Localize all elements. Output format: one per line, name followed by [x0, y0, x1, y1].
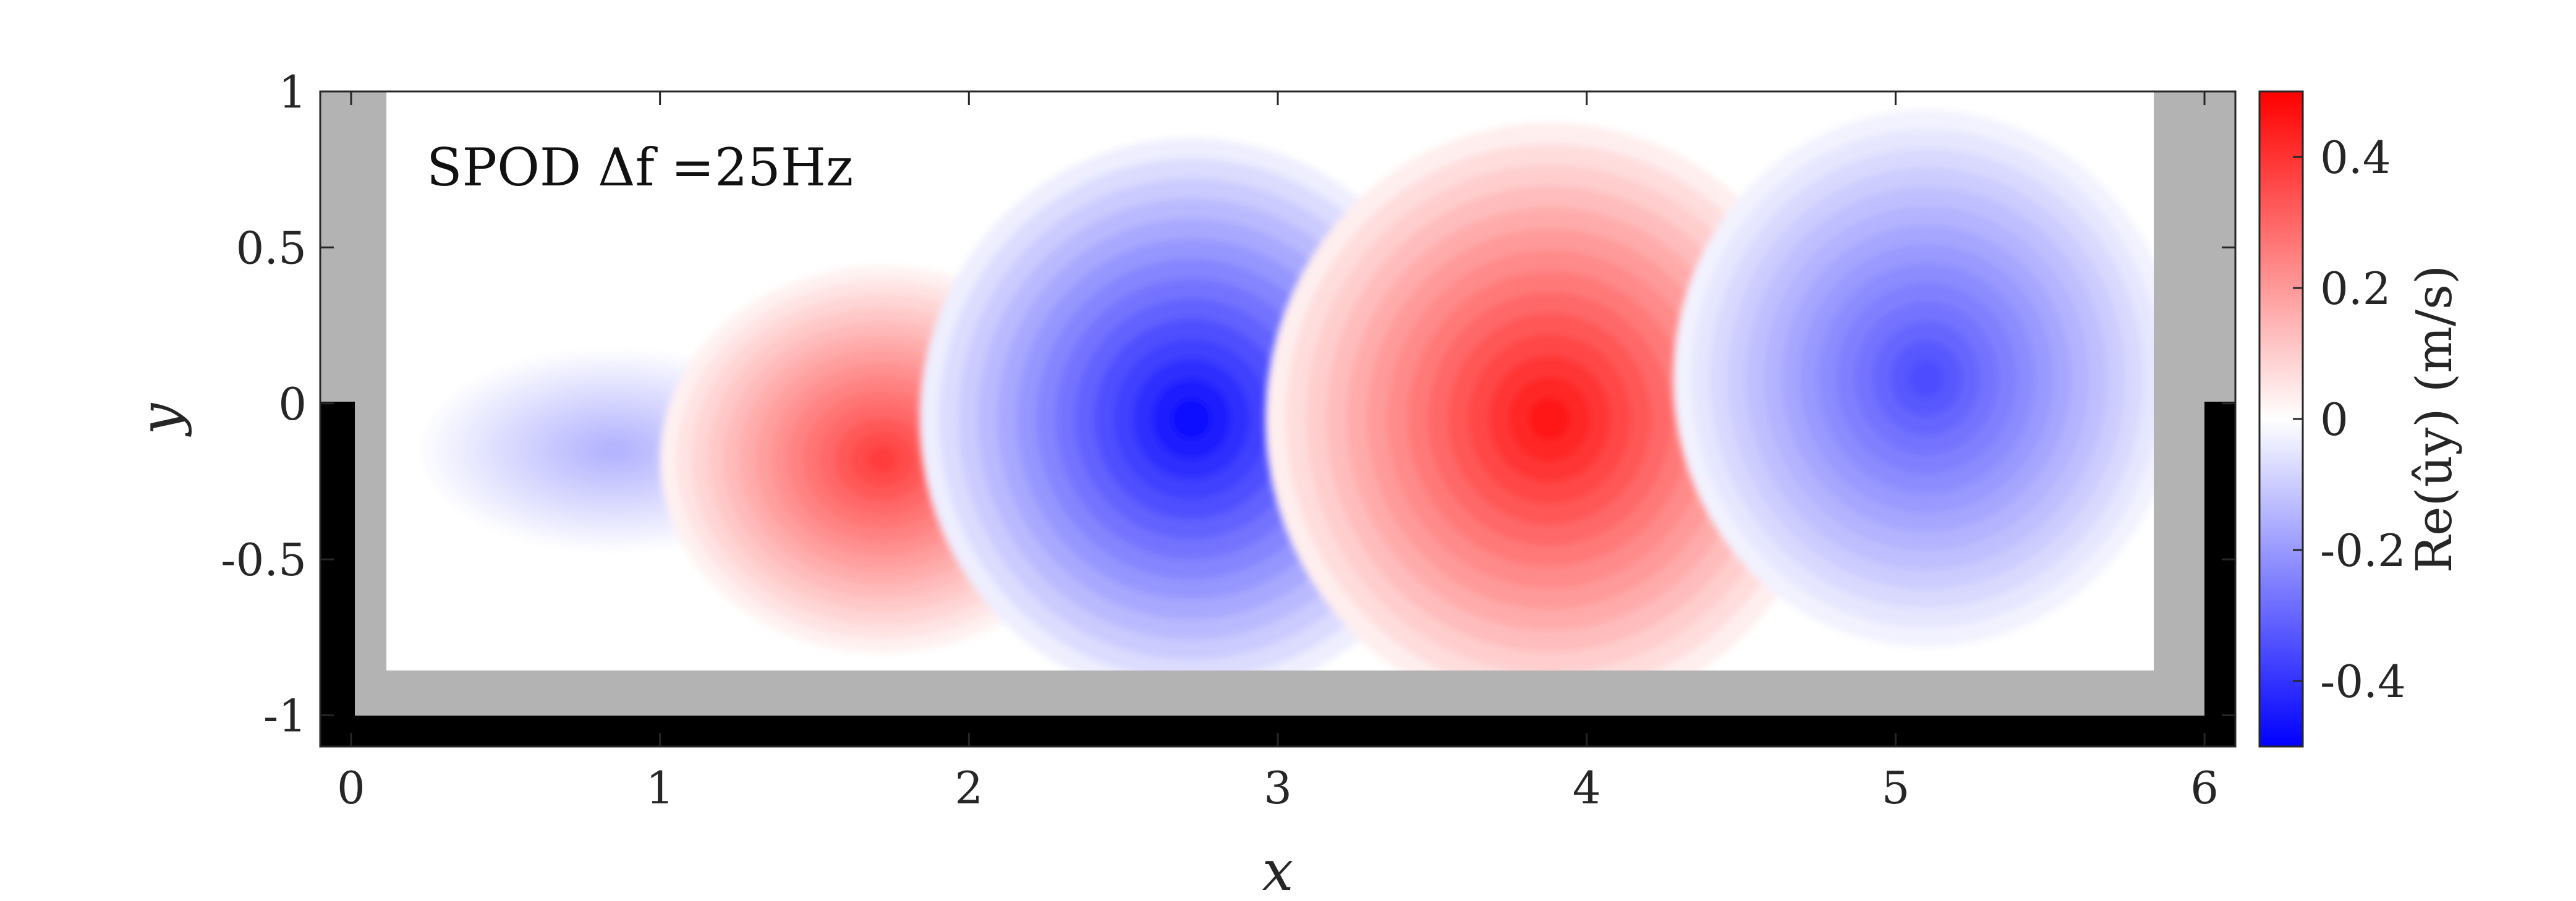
y-tick-label: 0.5	[236, 222, 307, 274]
y-tick-label: -1	[263, 690, 307, 742]
x-axis-ticks: 0 1 2 3 4 5 6	[337, 91, 2219, 814]
x-tick-label: 5	[1881, 762, 1910, 814]
x-tick-label: 0	[337, 762, 365, 814]
x-tick-label: 6	[2190, 762, 2219, 814]
x-tick-label: 4	[1573, 762, 1601, 814]
velocity-field	[422, 110, 2154, 670]
spod-annotation: SPOD Δf =25Hz	[427, 137, 853, 198]
wall-geometry	[320, 91, 2235, 747]
x-tick-label: 2	[954, 762, 983, 814]
colorbar-tick-label: -0.2	[2320, 525, 2406, 577]
field-extremum	[1673, 110, 2154, 647]
colorbar-ticks: 0.4 0.2 0 -0.2 -0.4	[2293, 132, 2406, 708]
outer-wall	[320, 91, 2235, 747]
colorbar-tick-label: -0.4	[2320, 656, 2406, 708]
colorbar-tick-label: 0.2	[2320, 263, 2391, 315]
y-axis-label: y	[128, 402, 193, 437]
colorbar-label: Re(ûy) (m/s)	[2405, 265, 2463, 573]
x-axis-label: x	[1262, 839, 1294, 901]
colorbar-tick-label: 0.4	[2320, 132, 2391, 184]
x-tick-label: 3	[1264, 762, 1292, 814]
y-tick-label: 0	[278, 378, 307, 430]
colorbar: 0.4 0.2 0 -0.2 -0.4 Re(ûy) (m/s)	[2258, 90, 2463, 748]
y-tick-label: -0.5	[221, 534, 307, 586]
y-tick-label: 1	[278, 66, 307, 118]
field-extremum	[1265, 122, 1834, 670]
x-tick-label: 1	[646, 762, 674, 814]
colorbar-tick-label: 0	[2320, 394, 2349, 446]
y-axis-ticks: 1 0.5 0 -0.5 -1	[221, 66, 2235, 742]
